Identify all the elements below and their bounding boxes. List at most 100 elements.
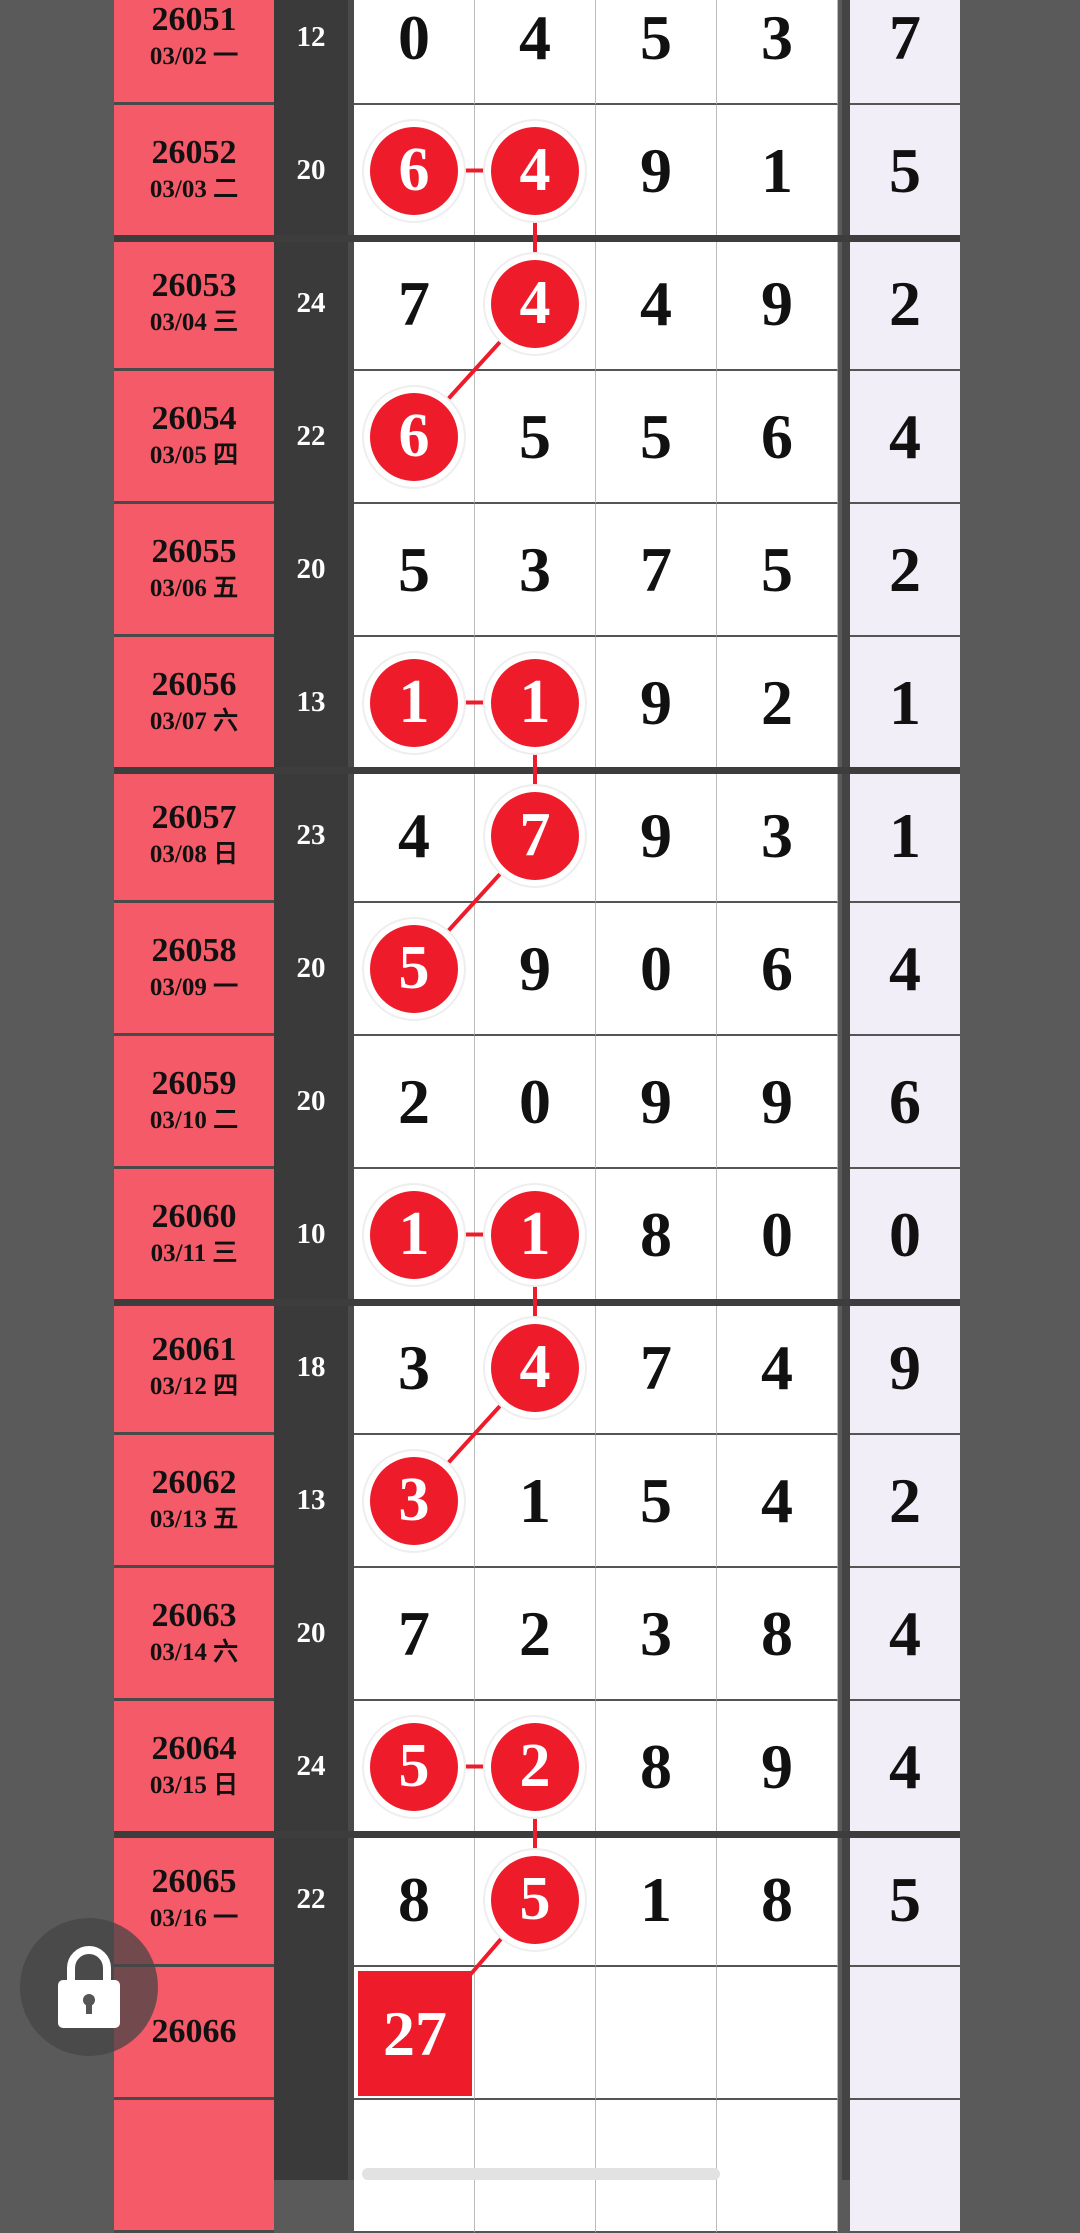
issue-cell: 26059 03/10 二 — [114, 1036, 274, 1169]
issue-cell: 26054 03/05 四 — [114, 371, 274, 504]
digit-cell: 3 — [717, 770, 838, 903]
digit-cell: 2 — [717, 637, 838, 770]
digit-cell: 8 — [354, 1834, 475, 1967]
horizontal-scrollbar[interactable] — [362, 2168, 720, 2180]
last-digit-cell: 4 — [850, 1568, 960, 1701]
digit-cell: 5 — [475, 371, 596, 504]
digit-cell: 5 — [596, 1435, 717, 1568]
issue-date: 03/12 四 — [149, 1373, 239, 1400]
issue-number: 26055 — [151, 533, 237, 570]
issue-cell: 26057 03/08 日 — [114, 770, 274, 903]
last-digit-cell: 6 — [850, 1036, 960, 1169]
issue-number: 26061 — [151, 1331, 237, 1368]
digit-cell: 4 — [596, 238, 717, 371]
digit-cell: 8 — [717, 1568, 838, 1701]
issue-number: 26054 — [151, 400, 237, 437]
highlight-ball: 4 — [491, 1323, 579, 1412]
highlight-ball: 6 — [370, 392, 458, 481]
issue-number: 26066 — [151, 2013, 237, 2050]
highlight-ball: 4 — [491, 126, 579, 215]
issue-cell: 26061 03/12 四 — [114, 1302, 274, 1435]
highlight-ball: 1 — [491, 1190, 579, 1279]
issue-date: 03/16 一 — [149, 1905, 239, 1932]
highlight-ball: 2 — [491, 1722, 579, 1811]
sum-value: 24 — [296, 287, 326, 319]
digit-cell: 7 — [596, 504, 717, 637]
digit-cell: 1 — [475, 1435, 596, 1568]
sum-value: 24 — [296, 1750, 326, 1782]
highlight-ball: 4 — [491, 259, 579, 348]
column-divider — [842, 0, 850, 2180]
highlight-ball: 1 — [370, 658, 458, 747]
digit-cell: 3 — [354, 1302, 475, 1435]
issue-cell: 26051 03/02 一 — [114, 0, 274, 105]
digit-cell: 9 — [717, 1036, 838, 1169]
column-divider — [348, 0, 354, 2180]
issue-number: 26053 — [151, 267, 237, 304]
digit-cell: 9 — [475, 903, 596, 1036]
highlight-ball: 7 — [491, 791, 579, 880]
digit-cell: 1 — [717, 105, 838, 238]
digit-cell: 0 — [717, 1169, 838, 1302]
prediction-box: 27 — [358, 1971, 472, 2096]
highlight-ball: 3 — [370, 1456, 458, 1545]
last-digit-cell: 4 — [850, 371, 960, 504]
issue-number: 26065 — [151, 1863, 237, 1900]
sum-column — [274, 0, 348, 2180]
sum-value: 20 — [296, 1085, 326, 1117]
digit-cell: 4 — [354, 770, 475, 903]
digit-cell: 2 — [475, 1568, 596, 1701]
digit-cell: 9 — [717, 238, 838, 371]
issue-number: 26058 — [151, 932, 237, 969]
issue-cell: 26065 03/16 一 — [114, 1834, 274, 1967]
sum-value: 13 — [296, 1484, 326, 1516]
last-digit-cell: 5 — [850, 1834, 960, 1967]
last-digit-cell: 2 — [850, 1435, 960, 1568]
digit-cell — [475, 1967, 596, 2100]
sum-value: 12 — [296, 21, 326, 53]
digit-cell: 9 — [596, 1036, 717, 1169]
sum-value: 23 — [296, 819, 326, 851]
issue-number: 26059 — [151, 1065, 237, 1102]
issue-date: 03/15 日 — [149, 1772, 239, 1799]
digit-cell: 4 — [717, 1302, 838, 1435]
last-digit-cell: 5 — [850, 105, 960, 238]
issue-cell: 26053 03/04 三 — [114, 238, 274, 371]
highlight-ball: 1 — [370, 1190, 458, 1279]
issue-date: 03/04 三 — [149, 309, 239, 336]
issue-date: 03/05 四 — [149, 442, 239, 469]
issue-number: 26063 — [151, 1597, 237, 1634]
last-digit-cell: 2 — [850, 238, 960, 371]
sum-value: 18 — [296, 1351, 326, 1383]
digit-cell: 3 — [475, 504, 596, 637]
issue-date: 03/14 六 — [149, 1639, 239, 1666]
last-digit-cell: 1 — [850, 770, 960, 903]
digit-cell: 4 — [475, 0, 596, 105]
highlight-ball: 5 — [491, 1855, 579, 1944]
digit-cell: 8 — [717, 1834, 838, 1967]
digit-cell: 6 — [717, 371, 838, 504]
sum-value: 13 — [296, 686, 326, 718]
highlight-ball: 5 — [370, 1722, 458, 1811]
digit-cell — [596, 1967, 717, 2100]
digit-cell — [717, 1967, 838, 2100]
highlight-ball: 6 — [370, 126, 458, 215]
trend-chart-board: 26051 03/02 一 12 0 4 5 3 7 26052 03/03 二 20 6 4 9 1 5 26… — [114, 0, 960, 2233]
digit-cell: 5 — [717, 504, 838, 637]
highlight-ball: 5 — [370, 924, 458, 1013]
digit-cell: 8 — [596, 1169, 717, 1302]
issue-cell: 26064 03/15 日 — [114, 1701, 274, 1834]
last-digit-cell: 9 — [850, 1302, 960, 1435]
issue-date: 03/03 二 — [149, 176, 239, 203]
issue-date: 03/10 二 — [149, 1107, 239, 1134]
digit-cell: 6 — [717, 903, 838, 1036]
issue-cell: 26055 03/06 五 — [114, 504, 274, 637]
digit-cell: 0 — [596, 903, 717, 1036]
digit-cell: 2 — [354, 1036, 475, 1169]
issue-cell: 26062 03/13 五 — [114, 1435, 274, 1568]
issue-number: 26060 — [151, 1198, 237, 1235]
digit-cell: 9 — [717, 1701, 838, 1834]
last-digit-cell: 0 — [850, 1169, 960, 1302]
digit-cell: 5 — [354, 504, 475, 637]
lock-button[interactable] — [20, 1918, 158, 2056]
